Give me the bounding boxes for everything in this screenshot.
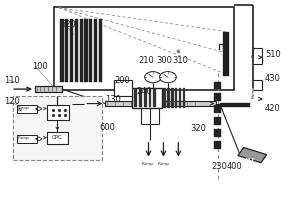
Text: 300: 300 [156,56,172,65]
Text: Pump: Pump [252,45,256,57]
Bar [134,89,137,107]
Bar [17,135,37,143]
Text: Pump: Pump [18,136,30,140]
Bar [17,105,37,113]
Bar [179,88,182,108]
Bar [153,89,156,107]
Text: 400: 400 [226,162,242,171]
Bar [80,19,83,82]
Bar [99,19,102,82]
Bar [214,129,221,137]
Text: Pump: Pump [141,162,153,166]
Bar [94,19,97,82]
Bar [132,88,162,108]
Bar [214,105,221,113]
Bar [54,7,234,90]
Bar [47,132,68,144]
Bar [214,141,221,149]
Text: 310: 310 [172,56,188,65]
Bar [148,89,152,107]
Bar [89,19,92,82]
Bar [35,86,62,92]
Text: Pump: Pump [18,106,30,110]
Bar [183,88,185,108]
Bar [144,89,147,107]
Bar [175,88,178,108]
Text: 240: 240 [136,87,152,96]
Circle shape [160,72,176,83]
Text: Pump: Pump [158,162,169,166]
Bar [114,80,132,96]
Text: 100: 100 [32,62,48,71]
Text: 130: 130 [105,95,121,104]
Bar [214,117,221,125]
Text: 120: 120 [4,97,20,106]
Bar [223,32,229,76]
Text: 510: 510 [265,50,281,59]
Bar [70,19,73,82]
Bar [105,101,216,106]
Bar [60,19,64,82]
Bar [164,88,166,108]
Bar [75,19,78,82]
Bar [167,88,170,108]
Bar [65,19,68,82]
Bar [139,89,142,107]
Text: 430: 430 [265,74,281,83]
Bar [84,19,88,82]
Text: 320: 320 [190,124,206,133]
Text: VUV: VUV [237,158,255,167]
Text: CPC: CPC [52,135,63,140]
Bar [171,88,174,108]
Bar [13,96,102,160]
Bar [47,105,69,120]
Text: 210: 210 [138,56,154,65]
Circle shape [145,72,161,83]
Text: 520: 520 [60,20,76,29]
Text: 200: 200 [114,76,130,85]
Bar [238,147,267,163]
Bar [214,82,221,89]
Text: 230: 230 [211,162,227,171]
Text: 110: 110 [4,76,20,85]
Text: Pump: Pump [252,86,256,98]
Text: 420: 420 [265,104,281,113]
Text: 600: 600 [99,123,115,132]
Bar [214,93,221,101]
Text: Air: Air [18,108,24,112]
Bar [220,103,250,107]
